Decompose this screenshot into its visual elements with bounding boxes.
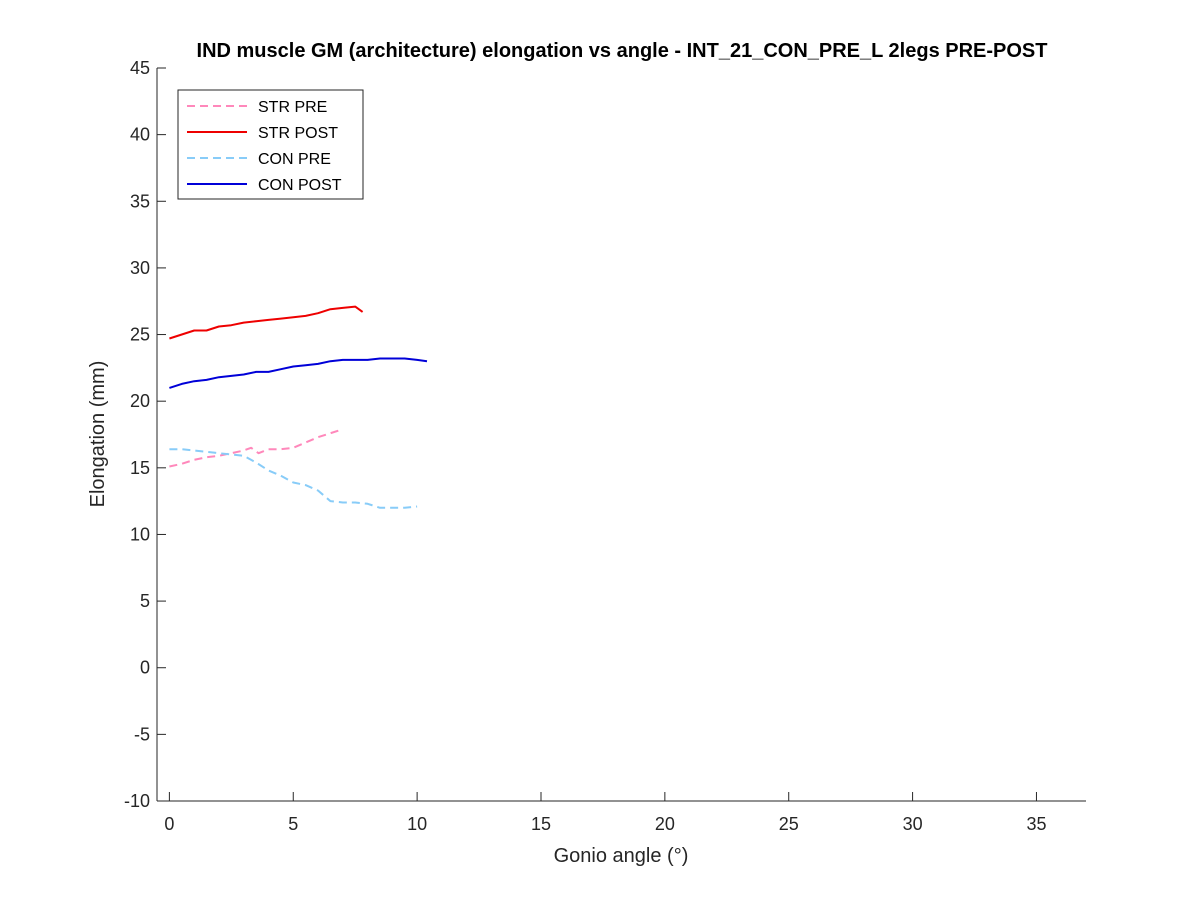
y-tick-label: 40 (130, 125, 150, 145)
series-layer (169, 305, 428, 509)
y-tick-label: 15 (130, 458, 150, 478)
x-axis-label: Gonio angle (°) (554, 845, 689, 867)
y-tick-label: 35 (130, 191, 150, 211)
legend: STR PRE STR POST CON PRE CON POST (177, 89, 364, 200)
series-line-str-post (169, 305, 364, 340)
series-line-con-post (169, 357, 428, 389)
series-line-con-pre (169, 448, 418, 509)
y-tick-label: 0 (140, 658, 150, 678)
y-tick-label: 10 (130, 524, 150, 544)
x-tick-label: 30 (903, 814, 923, 834)
x-tick-label: 5 (288, 814, 298, 834)
legend-label: CON POST (258, 177, 342, 194)
x-tick-label: 20 (655, 814, 675, 834)
series-line-str-pre (169, 428, 344, 468)
legend-box (177, 89, 364, 200)
y-tick-label: 20 (130, 391, 150, 411)
axes: 0 5 10 15 20 25 30 35 -10 -5 0 5 10 15 20 25 30 35 40 45 (124, 58, 1086, 834)
y-axis-label: Elongation (mm) (87, 361, 109, 508)
y-tick-label: 5 (140, 591, 150, 611)
x-tick-label: 15 (531, 814, 551, 834)
y-tick-label: 30 (130, 258, 150, 278)
x-tick-label: 25 (779, 814, 799, 834)
y-tick-label: -10 (124, 791, 150, 811)
y-tick-label: 45 (130, 58, 150, 78)
y-tick-label: -5 (134, 724, 150, 744)
x-tick-label: 35 (1026, 814, 1046, 834)
legend-label: STR POST (258, 125, 338, 142)
y-tick-label: 25 (130, 325, 150, 345)
x-tick-label: 0 (164, 814, 174, 834)
legend-items: STR PRE STR POST CON PRE CON POST (187, 99, 342, 194)
chart-title: IND muscle GM (architecture) elongation … (197, 40, 1048, 62)
legend-label: STR PRE (258, 99, 327, 116)
x-tick-label: 10 (407, 814, 427, 834)
legend-label: CON PRE (258, 151, 331, 168)
